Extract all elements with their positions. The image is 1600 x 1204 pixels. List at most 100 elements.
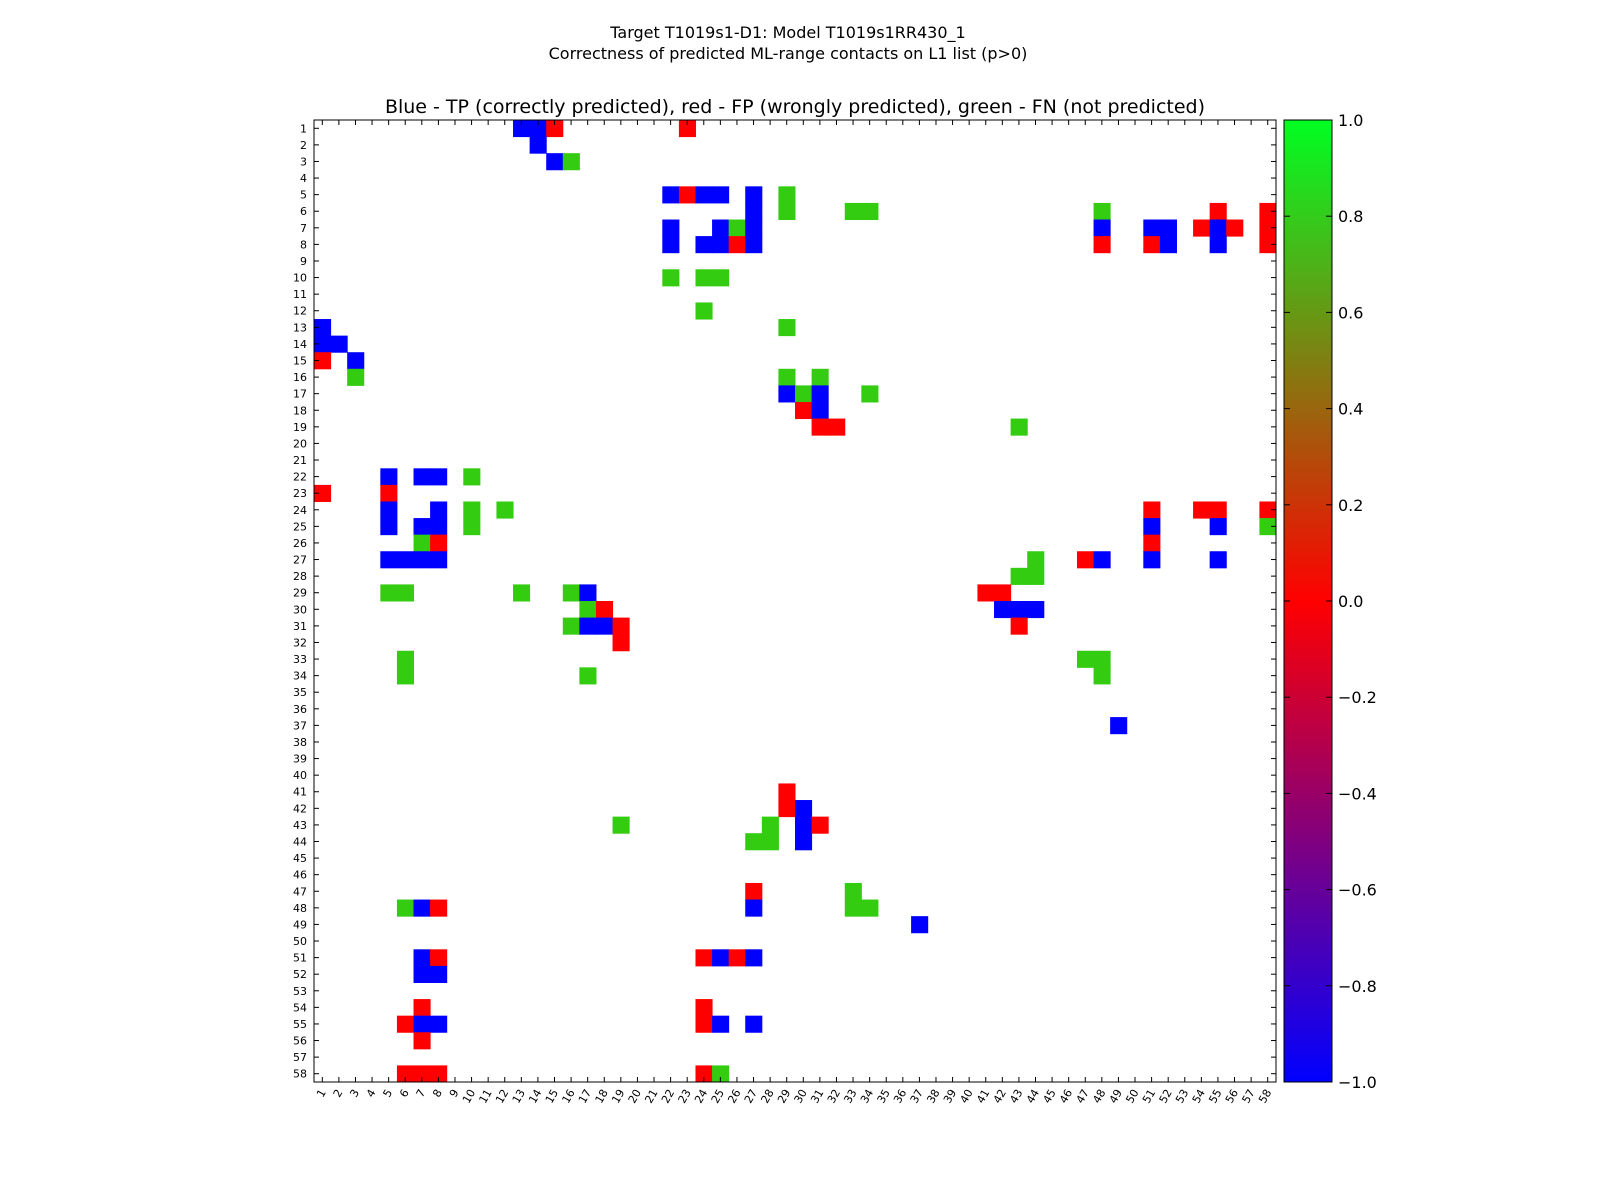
y-tick-label: 7	[300, 222, 307, 235]
x-tick-label: 21	[642, 1087, 660, 1106]
x-tick-label: 9	[447, 1087, 462, 1100]
heatmap-cell-tp-r17-c31	[811, 385, 829, 403]
heatmap-cell-tp-r55-c8	[430, 1015, 448, 1033]
x-tick-label: 38	[924, 1087, 942, 1106]
plot-background	[314, 120, 1276, 1082]
heatmap-cell-tp-r25-c55	[1209, 518, 1227, 536]
x-tick-labels: 1 2 3 4 5 6 7 8 91011121314151617181920212223242…	[314, 1087, 1274, 1106]
heatmap-cell-fp-r54-c7	[413, 999, 431, 1017]
heatmap-cell-fp-r55-c6	[396, 1015, 415, 1033]
heatmap-cell-tp-r22-c5	[380, 468, 398, 486]
heatmap-cell-tp-r44-c30	[795, 833, 813, 851]
colorbar-tick-label: 0.0	[1338, 592, 1363, 611]
y-tick-label: 11	[293, 288, 307, 301]
x-tick-label: 12	[493, 1087, 511, 1106]
y-tick-label: 20	[293, 437, 307, 450]
y-tick-label: 34	[293, 670, 307, 683]
x-tick-label: 36	[891, 1087, 909, 1106]
heatmap-cell-tp-r24-c8	[430, 501, 448, 519]
heatmap-cell-tp-r51-c27	[745, 949, 763, 967]
colorbar-ticks: 1.0 0.8 0.6 0.4 0.2 0.0 −0.2 −0.4 −0.6 −0.8 −1.0	[1284, 111, 1377, 1092]
colorbar-tick-label: −1.0	[1338, 1073, 1377, 1092]
heatmap-cell-fn-r43-c28	[761, 816, 779, 834]
heatmap-cell-tp-r7-c27	[745, 219, 763, 237]
heatmap-cell-tp-r1-c13	[513, 120, 531, 138]
y-tick-label: 3	[300, 155, 307, 168]
x-tick-label: 22	[659, 1087, 677, 1106]
y-tick-labels: 1234567891011121314151617181920212223242…	[293, 122, 307, 1080]
heatmap-cell-fp-r31-c19	[612, 617, 630, 635]
heatmap-cell-fp-r54-c24	[695, 999, 713, 1017]
heatmap-cell-fp-r24-c54	[1193, 501, 1211, 519]
heatmap-cell-fn-r29-c13	[513, 584, 531, 602]
heatmap-cell-tp-r1-c14	[529, 120, 547, 138]
heatmap-cell-fp-r26-c8	[430, 534, 448, 552]
y-tick-label: 44	[293, 836, 307, 849]
x-tick-label: 14	[526, 1087, 544, 1106]
heatmap-cell-tp-r7-c51	[1143, 219, 1161, 237]
heatmap-cell-tp-r27-c51	[1143, 551, 1161, 569]
heatmap-cell-fp-r24-c58	[1259, 501, 1277, 519]
heatmap-cell-fp-r58-c6	[396, 1065, 415, 1083]
heatmap-cell-tp-r13-c1	[314, 319, 332, 337]
colorbar-tick-label: 0.4	[1338, 400, 1363, 419]
heatmap-cell-fn-r29-c16	[562, 584, 580, 602]
y-tick-label: 5	[300, 189, 307, 202]
x-tick-label: 16	[559, 1087, 577, 1106]
colorbar-tick-label: 0.8	[1338, 207, 1363, 226]
heatmap-cell-fn-r10-c24	[695, 269, 713, 287]
heatmap-cell-tp-r30-c42	[994, 601, 1012, 619]
heatmap-cell-fp-r51-c8	[430, 949, 448, 967]
heatmap-cell-tp-r2-c14	[529, 136, 547, 154]
heatmap-cell-tp-r5-c27	[745, 186, 763, 204]
y-tick-label: 22	[293, 471, 307, 484]
heatmap-cell-fp-r26-c51	[1143, 534, 1161, 552]
y-tick-label: 51	[293, 952, 307, 965]
x-tick-label: 58	[1256, 1087, 1274, 1106]
x-tick-label: 13	[510, 1087, 528, 1106]
heatmap-cell-tp-r30-c43	[1010, 601, 1028, 619]
heatmap-cell-fn-r24-c12	[496, 501, 514, 519]
y-tick-label: 56	[293, 1035, 307, 1048]
heatmap-cell-fp-r47-c27	[745, 882, 763, 901]
heatmap-cell-fp-r51-c24	[695, 949, 713, 967]
y-tick-label: 33	[293, 653, 307, 666]
x-tick-label: 33	[841, 1087, 859, 1106]
heatmap-cell-tp-r17-c29	[778, 385, 796, 403]
heatmap-cell-tp-r55-c25	[712, 1015, 730, 1033]
y-tick-label: 15	[293, 355, 307, 368]
x-tick-label: 57	[1239, 1087, 1257, 1106]
heatmap-cell-tp-r18-c31	[811, 401, 829, 420]
colorbar-tick-label: 1.0	[1338, 111, 1363, 130]
x-tick-label: 30	[792, 1087, 810, 1106]
x-tick-label: 41	[974, 1087, 992, 1106]
heatmap-cell-tp-r24-c5	[380, 501, 398, 519]
heatmap-cell-fn-r6-c33	[844, 202, 862, 221]
heatmap-cell-fn-r48-c34	[861, 899, 879, 917]
y-tick-label: 37	[293, 719, 307, 732]
y-tick-label: 1	[300, 122, 307, 135]
colorbar-tick-label: 0.6	[1338, 303, 1363, 322]
heatmap-cell-fn-r19-c43	[1010, 418, 1028, 436]
x-tick-label: 18	[593, 1087, 611, 1106]
y-tick-label: 13	[293, 321, 307, 334]
heatmap-cell-tp-r52-c8	[430, 965, 448, 983]
heatmap-cell-fp-r8-c26	[728, 236, 746, 254]
y-tick-label: 10	[293, 272, 307, 285]
y-tick-label: 28	[293, 570, 307, 583]
y-tick-label: 36	[293, 703, 307, 716]
heatmap-cell-tp-r8-c22	[662, 236, 680, 254]
heatmap-cell-fn-r44-c27	[745, 833, 763, 851]
heatmap-cell-tp-r27-c7	[413, 551, 431, 569]
heatmap-cell-tp-r27-c55	[1209, 551, 1227, 569]
heatmap-cell-tp-r55-c27	[745, 1015, 763, 1033]
x-tick-label: 56	[1223, 1087, 1241, 1106]
y-tick-label: 29	[293, 587, 307, 600]
heatmap-cell-fp-r15-c1	[314, 352, 332, 370]
heatmap-cell-fn-r6-c48	[1093, 202, 1111, 221]
heatmap-cell-fp-r41-c29	[778, 783, 796, 801]
suptitle-line-2: Correctness of predicted ML-range contac…	[549, 44, 1028, 63]
heatmap-plot-area: 1234567891011121314151617181920212223242…	[293, 119, 1277, 1106]
x-tick-label: 2	[331, 1087, 346, 1100]
heatmap-cell-fp-r18-c30	[795, 401, 813, 420]
